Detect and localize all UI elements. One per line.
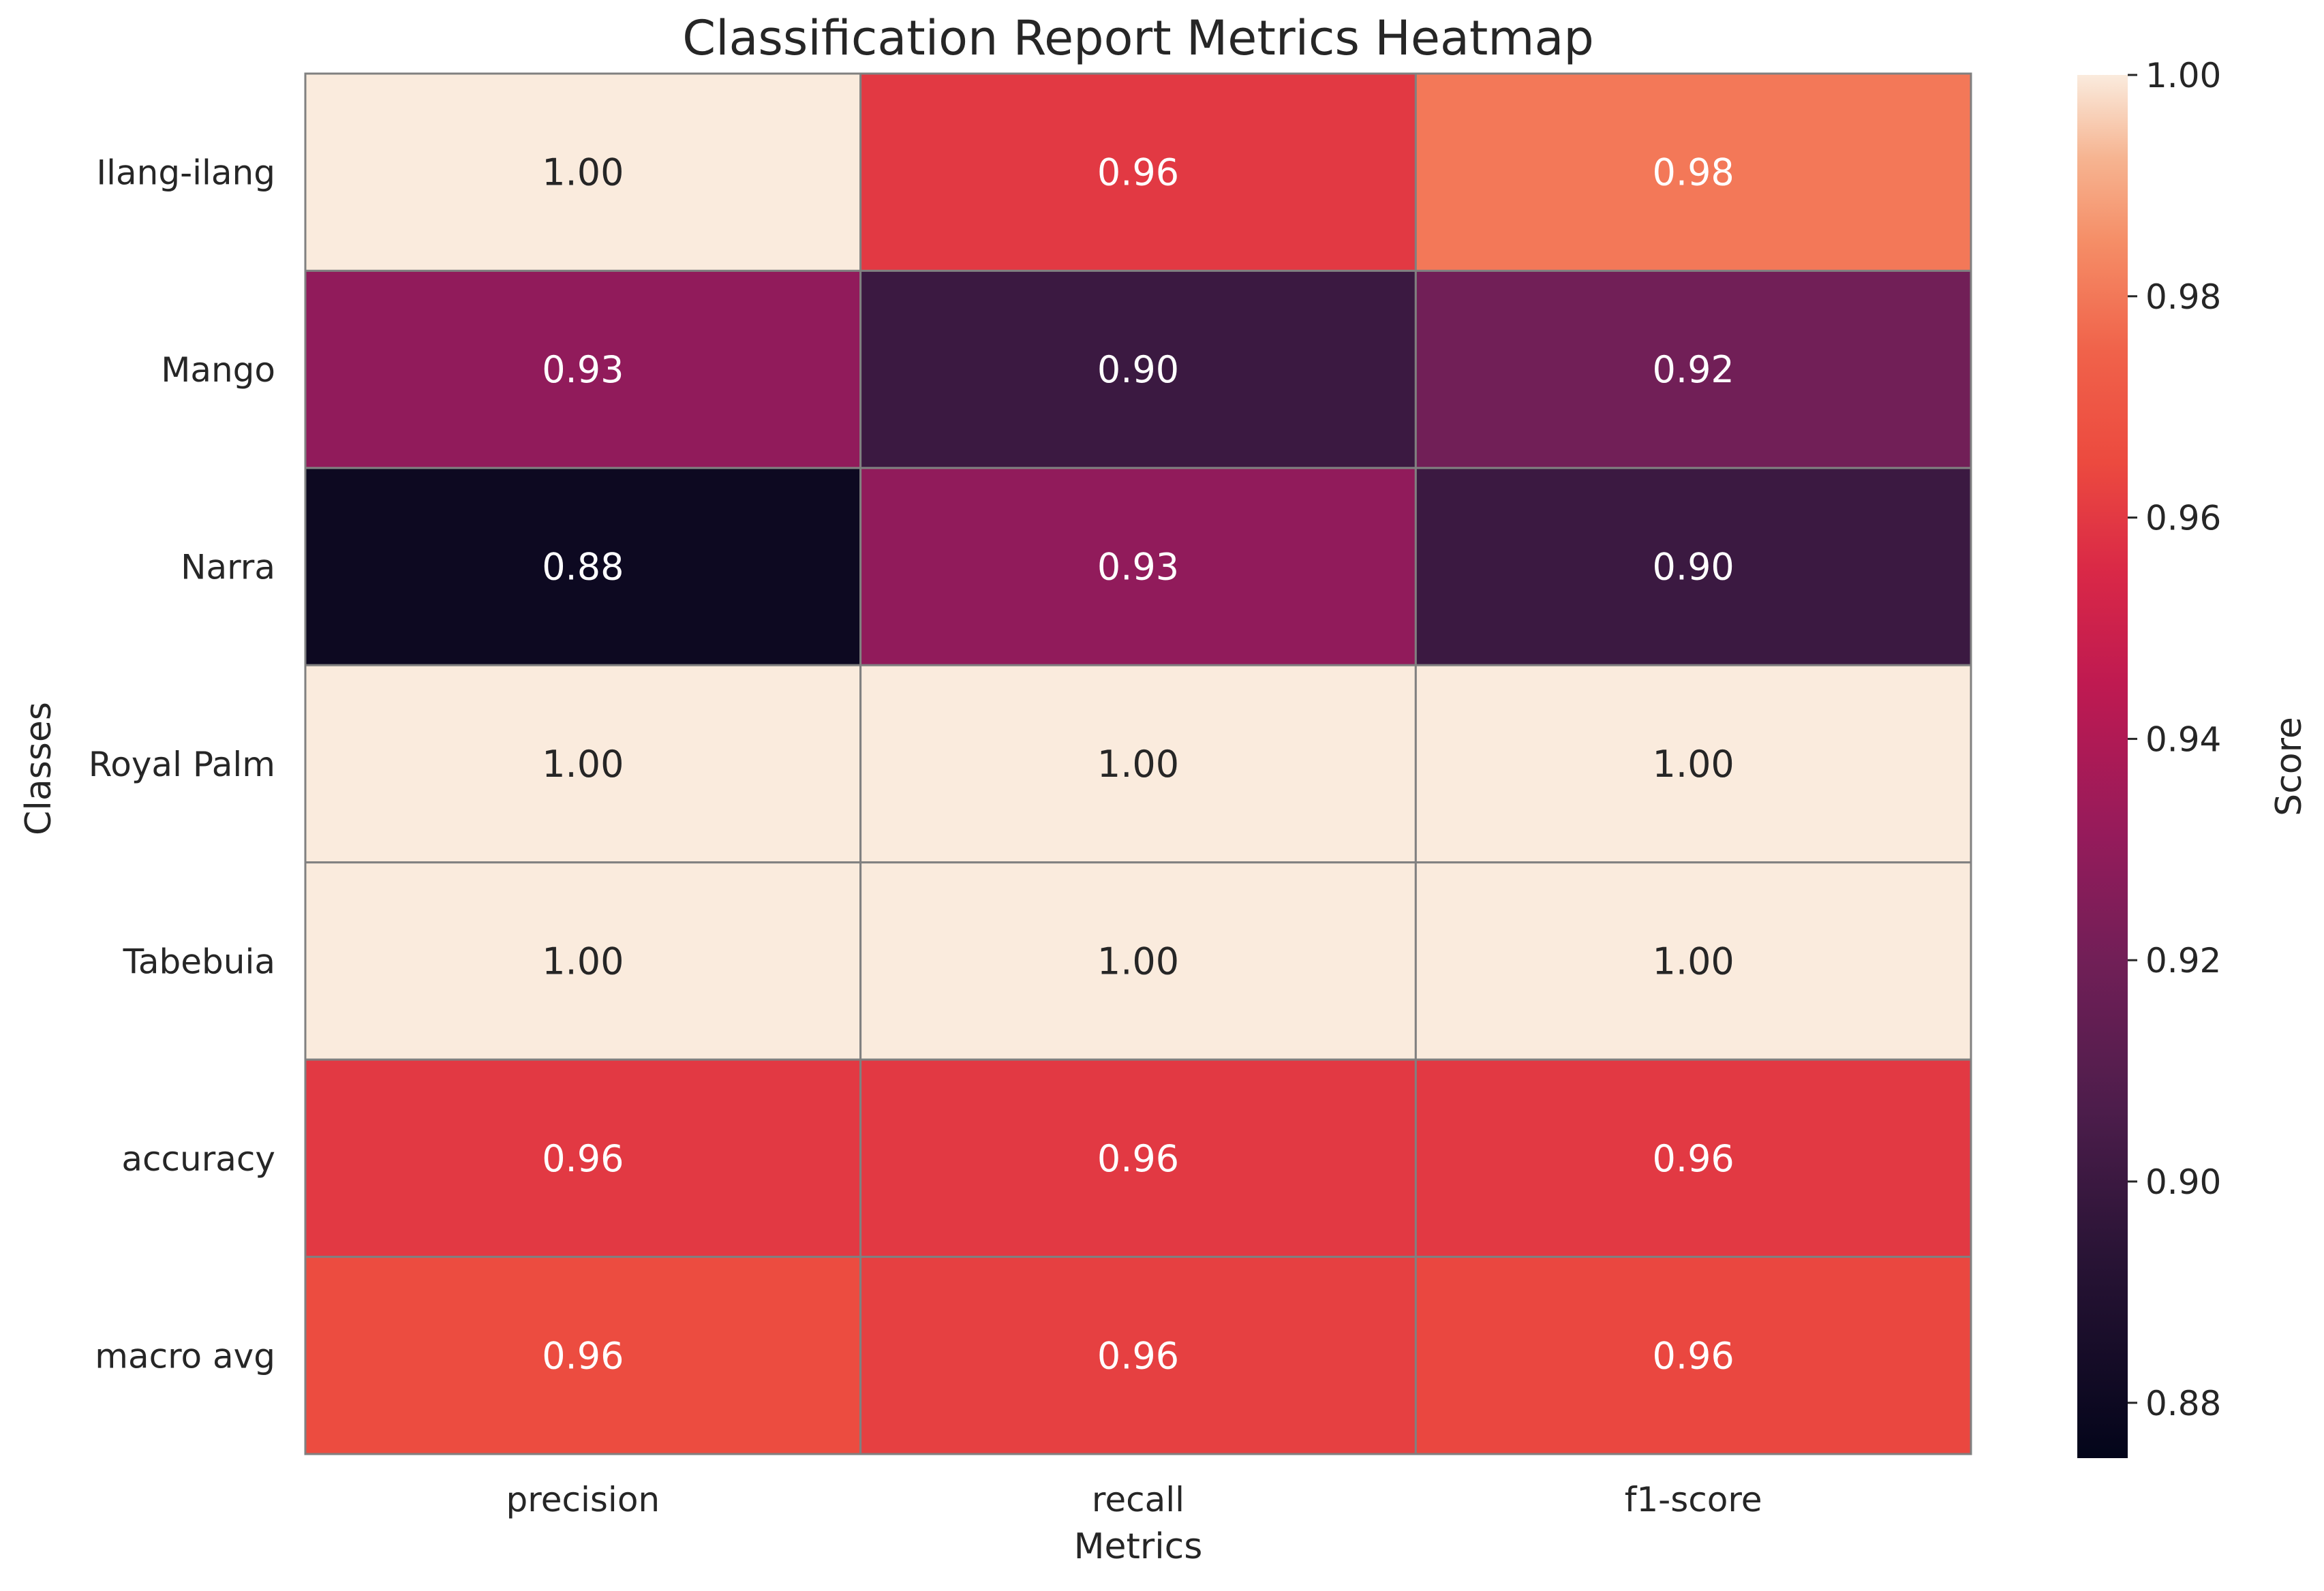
- x-tick-label: recall: [1092, 1480, 1184, 1519]
- colorbar-tick-label: 0.92: [2145, 941, 2221, 980]
- colorbar-tick-label: 0.96: [2145, 499, 2221, 538]
- cell-value-label: 0.98: [1653, 151, 1734, 194]
- cell-value-label: 0.90: [1097, 348, 1179, 391]
- y-axis-label: Classes: [18, 702, 59, 835]
- heatmap-cell: [304, 1058, 862, 1258]
- cell-value-label: 1.00: [542, 743, 624, 786]
- cell-value-label: 1.00: [1097, 940, 1179, 983]
- cell-value-label: 0.92: [1653, 348, 1734, 391]
- y-tick-labels: Ilang-ilang Mango Narra Royal Palm Tabebuia a…: [89, 153, 275, 1376]
- heatmap-cell: [304, 1256, 862, 1455]
- cell-value-label: 0.96: [1653, 1137, 1734, 1180]
- heatmap-cell: [859, 72, 1417, 272]
- cell-value-label: 0.96: [542, 1334, 624, 1377]
- heatmap-cell: [859, 269, 1417, 469]
- cell-value-label: 1.00: [1097, 743, 1179, 786]
- colorbar-tick-label: 1.00: [2145, 56, 2221, 95]
- heatmap-cell: [859, 467, 1417, 666]
- cell-value-label: 0.96: [542, 1137, 624, 1180]
- heatmap-cell: [304, 72, 862, 272]
- cell-value-label: 1.00: [542, 940, 624, 983]
- colorbar: [2077, 75, 2128, 1458]
- heatmap-cell: [1414, 269, 1972, 469]
- y-tick-label: Mango: [161, 350, 275, 390]
- cell-value-label: 0.96: [1097, 1334, 1179, 1377]
- cell-value-label: 1.00: [542, 151, 624, 194]
- heatmap-cell: [304, 664, 862, 864]
- x-tick-labels: precision recall f1-score: [506, 1480, 1762, 1519]
- heatmap-cells: [304, 72, 1972, 1455]
- cell-value-label: 0.96: [1097, 1137, 1179, 1180]
- cell-value-label: 0.96: [1097, 151, 1179, 194]
- heatmap-cell: [1414, 861, 1972, 1061]
- cell-value-label: 0.90: [1653, 546, 1734, 589]
- heatmap-cell: [304, 269, 862, 469]
- x-tick-label: f1-score: [1625, 1480, 1762, 1519]
- heatmap-cell: [1414, 664, 1972, 864]
- cell-value-label: 0.93: [1097, 546, 1179, 589]
- cell-value-label: 0.96: [1653, 1334, 1734, 1377]
- heatmap-cell: [1414, 1058, 1972, 1258]
- y-tick-label: Tabebuia: [123, 942, 275, 981]
- cell-value-label: 0.93: [542, 348, 624, 391]
- colorbar-tick-label: 0.94: [2145, 720, 2221, 759]
- x-tick-label: precision: [506, 1480, 660, 1519]
- heatmap-cell: [859, 1256, 1417, 1455]
- y-tick-label: Narra: [181, 548, 275, 587]
- chart-title: Classification Report Metrics Heatmap: [682, 10, 1594, 66]
- cell-value-label: 1.00: [1653, 743, 1734, 786]
- colorbar-ticks: 0.88 0.90 0.92 0.94 0.96 0.98 1.00: [2128, 56, 2221, 1423]
- colorbar-tick-label: 0.88: [2145, 1384, 2221, 1423]
- colorbar-label: Score: [2269, 717, 2310, 816]
- heatmap-cell: [1414, 1256, 1972, 1455]
- cell-value-label: 1.00: [1653, 940, 1734, 983]
- y-tick-label: Ilang-ilang: [96, 153, 275, 193]
- heatmap-cell: [1414, 72, 1972, 272]
- heatmap-cell: [859, 1058, 1417, 1258]
- heatmap-cell: [304, 861, 862, 1061]
- y-tick-label: macro avg: [95, 1336, 275, 1376]
- y-tick-label: accuracy: [121, 1139, 275, 1179]
- y-tick-label: Royal Palm: [89, 745, 275, 784]
- x-axis-label: Metrics: [1074, 1526, 1203, 1567]
- heatmap-cell: [859, 861, 1417, 1061]
- colorbar-tick-label: 0.90: [2145, 1162, 2221, 1202]
- heatmap-cell-labels: 1.00 0.96 0.98 0.93 0.90 0.92 0.88 0.93 0.90 1.00…: [542, 151, 1734, 1378]
- colorbar-tick-label: 0.98: [2145, 277, 2221, 317]
- cell-value-label: 0.88: [542, 546, 624, 589]
